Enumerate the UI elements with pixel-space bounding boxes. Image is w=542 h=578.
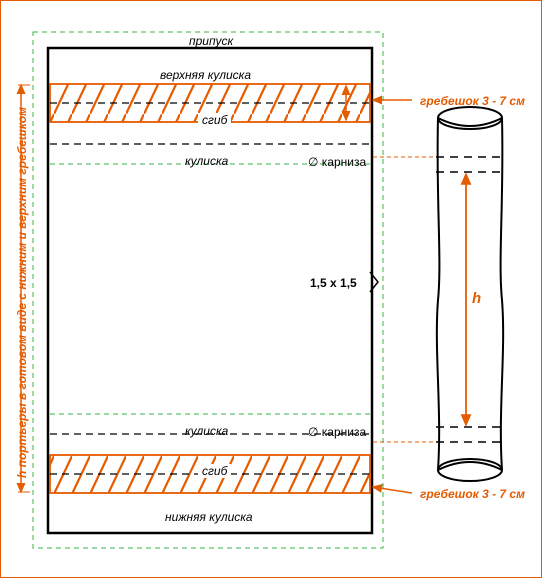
callout-bot: гребешок 3 - 7 см	[420, 487, 525, 501]
label-h: h	[472, 290, 481, 307]
curtain-roll	[436, 107, 504, 481]
callout-arrow-bot	[373, 487, 412, 493]
label-sgib-top: сгиб	[198, 113, 231, 127]
label-top-kuliska: верхняя кулиска	[160, 68, 251, 82]
callout-top: гребешок 3 - 7 см	[420, 94, 525, 108]
label-pripusk: припуск	[189, 34, 233, 48]
label-diam-bot: ∅ карниза	[308, 425, 366, 439]
label-sgib-bot: сгиб	[198, 464, 231, 478]
label-bot-kuliska: нижняя кулиска	[165, 510, 253, 524]
label-diam-top: ∅ карниза	[308, 155, 366, 169]
label-kuliska-top: кулиска	[185, 154, 228, 168]
vertical-label: h портьеры в готовом виде с нижним и вер…	[15, 107, 29, 478]
label-size: 1,5 x 1,5	[310, 276, 357, 290]
label-kuliska-bot: кулиска	[185, 424, 228, 438]
